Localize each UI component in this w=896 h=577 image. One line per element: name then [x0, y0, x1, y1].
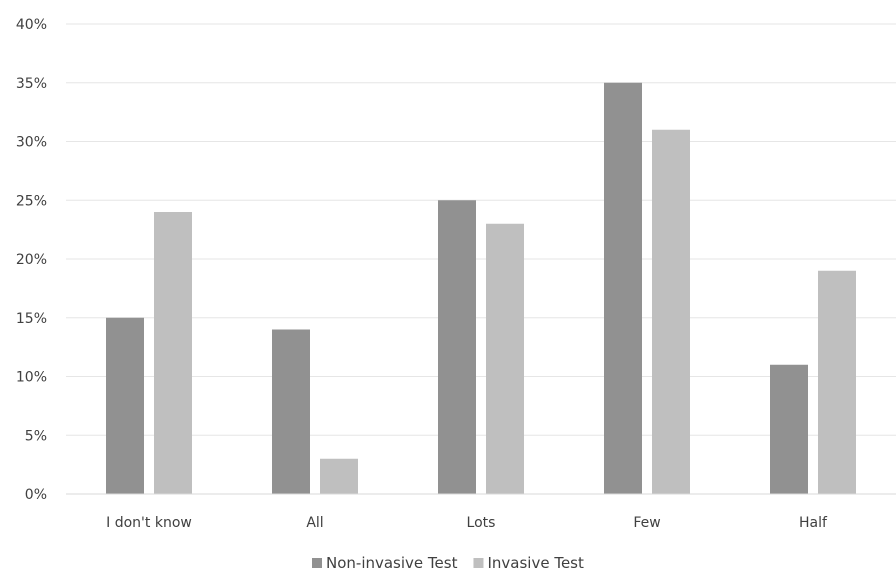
y-tick-label: 35%	[16, 76, 47, 92]
gridlines	[66, 23, 896, 436]
y-tick-label: 25%	[16, 193, 47, 209]
bar-all-non-invasive-test	[272, 329, 310, 494]
bar-few-non-invasive-test	[604, 82, 642, 494]
legend-swatch	[473, 558, 484, 568]
legend-item-non-invasive-test: Non-invasive Test	[312, 554, 458, 572]
x-tick-label: Lots	[467, 515, 496, 531]
bar-lots-non-invasive-test	[438, 200, 476, 494]
y-tick-label: 20%	[16, 252, 47, 268]
legend-swatch	[312, 558, 322, 568]
x-tick-label: Few	[633, 515, 660, 531]
x-tick-label: I don't know	[106, 515, 192, 531]
y-tick-label: 5%	[25, 428, 47, 444]
legend-label: Non-invasive Test	[326, 554, 458, 572]
x-axis-tick-labels: I don't know All Lots Few Half	[106, 515, 828, 531]
legend: Non-invasive Test Invasive Test	[312, 554, 584, 572]
legend-item-invasive-test: Invasive Test	[473, 554, 584, 572]
y-tick-label: 40%	[16, 17, 47, 33]
legend-label: Invasive Test	[487, 554, 584, 572]
bar-few-invasive-test	[652, 129, 690, 494]
y-tick-label: 30%	[16, 135, 47, 151]
bar-i-don-t-know-non-invasive-test	[106, 317, 144, 494]
bar-i-don-t-know-invasive-test	[154, 212, 192, 494]
y-tick-label: 10%	[16, 370, 47, 386]
y-axis-tick-labels: 0% 5% 10% 15% 20% 25% 30% 35% 40%	[16, 17, 47, 503]
x-tick-label: Half	[799, 515, 828, 531]
bar-half-invasive-test	[818, 270, 856, 494]
y-tick-label: 15%	[16, 311, 47, 327]
bar-half-non-invasive-test	[770, 364, 808, 494]
bars	[106, 82, 856, 494]
y-tick-label: 0%	[25, 487, 47, 503]
bar-all-invasive-test	[320, 458, 358, 494]
x-tick-label: All	[306, 515, 323, 531]
bar-lots-invasive-test	[486, 223, 524, 494]
